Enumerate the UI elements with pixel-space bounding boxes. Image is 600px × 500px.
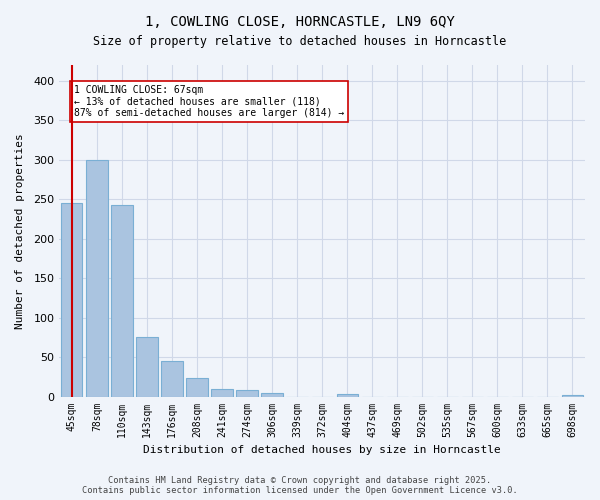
- Bar: [187, 378, 208, 396]
- Bar: [161, 361, 182, 396]
- Bar: [86, 160, 107, 396]
- Bar: [337, 394, 358, 396]
- Bar: [111, 204, 133, 396]
- Bar: [136, 336, 158, 396]
- Text: 1, COWLING CLOSE, HORNCASTLE, LN9 6QY: 1, COWLING CLOSE, HORNCASTLE, LN9 6QY: [145, 15, 455, 29]
- Y-axis label: Number of detached properties: Number of detached properties: [15, 133, 25, 328]
- Bar: [262, 392, 283, 396]
- Text: Size of property relative to detached houses in Horncastle: Size of property relative to detached ho…: [94, 35, 506, 48]
- Bar: [236, 390, 258, 396]
- X-axis label: Distribution of detached houses by size in Horncastle: Distribution of detached houses by size …: [143, 445, 501, 455]
- Bar: [211, 390, 233, 396]
- Text: 1 COWLING CLOSE: 67sqm
← 13% of detached houses are smaller (118)
87% of semi-de: 1 COWLING CLOSE: 67sqm ← 13% of detached…: [74, 84, 344, 118]
- Text: Contains HM Land Registry data © Crown copyright and database right 2025.
Contai: Contains HM Land Registry data © Crown c…: [82, 476, 518, 495]
- Bar: [562, 395, 583, 396]
- Bar: [61, 203, 82, 396]
